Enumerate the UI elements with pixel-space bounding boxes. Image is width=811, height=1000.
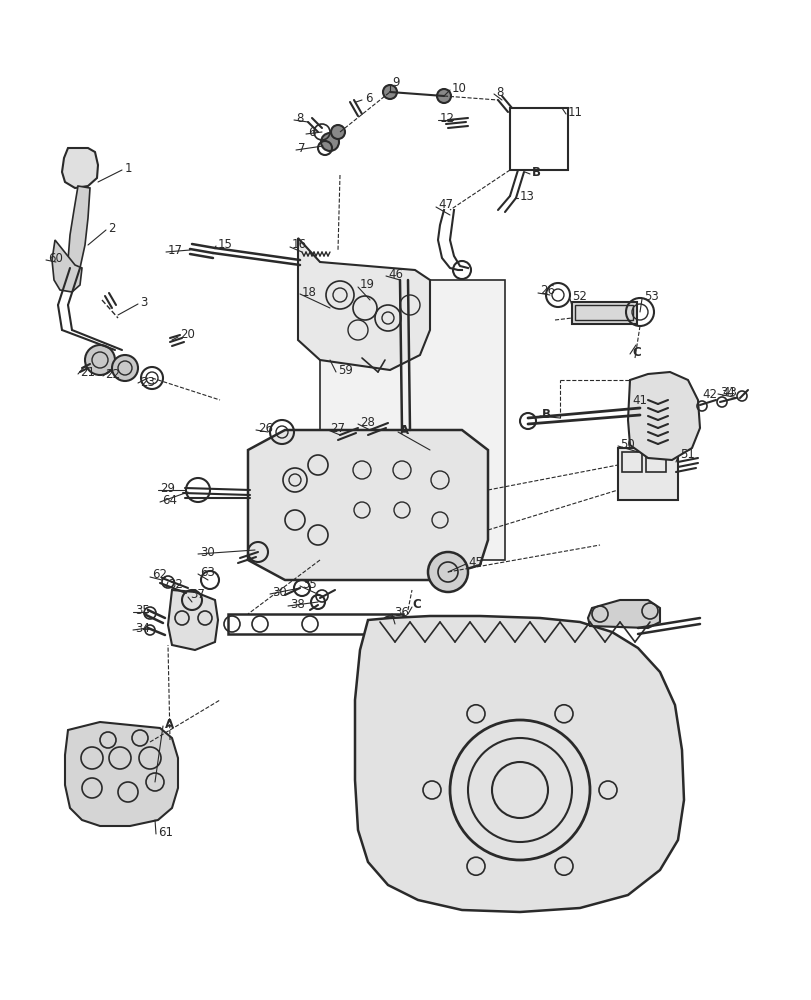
Text: 42: 42 xyxy=(702,387,716,400)
Text: 63: 63 xyxy=(200,566,215,578)
Text: A: A xyxy=(400,424,409,436)
Text: 36: 36 xyxy=(393,605,409,618)
Text: 2: 2 xyxy=(108,222,115,234)
Text: 3: 3 xyxy=(139,296,147,308)
Text: 50: 50 xyxy=(620,438,634,450)
Text: 35: 35 xyxy=(135,603,149,616)
Text: 51: 51 xyxy=(679,448,694,462)
Text: 41: 41 xyxy=(631,393,646,406)
Text: 45: 45 xyxy=(467,556,483,568)
Bar xyxy=(621,452,642,472)
Text: 61: 61 xyxy=(158,826,173,838)
Text: 60: 60 xyxy=(48,251,62,264)
Bar xyxy=(320,280,504,560)
Circle shape xyxy=(427,552,467,592)
Text: 13: 13 xyxy=(519,190,534,202)
Polygon shape xyxy=(627,372,699,460)
Polygon shape xyxy=(52,240,82,292)
Text: 37: 37 xyxy=(190,588,204,601)
Text: 23: 23 xyxy=(139,375,155,388)
Text: 32: 32 xyxy=(168,578,182,591)
Circle shape xyxy=(436,89,450,103)
Text: 34: 34 xyxy=(135,621,150,635)
Text: 22: 22 xyxy=(105,368,120,381)
Text: 35: 35 xyxy=(302,578,316,590)
Text: 46: 46 xyxy=(388,267,402,280)
Text: C: C xyxy=(631,346,640,359)
Bar xyxy=(228,614,402,634)
Text: 43: 43 xyxy=(721,385,736,398)
Bar xyxy=(509,108,568,170)
Polygon shape xyxy=(68,186,90,268)
Circle shape xyxy=(112,355,138,381)
Circle shape xyxy=(85,345,115,375)
Text: 62: 62 xyxy=(152,568,167,582)
Text: 11: 11 xyxy=(568,105,582,118)
Text: 17: 17 xyxy=(168,243,182,256)
Text: 18: 18 xyxy=(302,286,316,298)
Text: 47: 47 xyxy=(437,198,453,212)
Text: 59: 59 xyxy=(337,363,353,376)
Text: 34: 34 xyxy=(719,385,734,398)
Text: A: A xyxy=(165,718,174,730)
Polygon shape xyxy=(168,590,217,650)
Text: 29: 29 xyxy=(160,482,175,494)
Text: 26: 26 xyxy=(258,422,272,434)
Polygon shape xyxy=(298,238,430,370)
Text: 7: 7 xyxy=(298,141,305,154)
Text: B: B xyxy=(531,165,540,178)
Text: 21: 21 xyxy=(80,365,95,378)
Text: 8: 8 xyxy=(296,111,303,124)
Text: 52: 52 xyxy=(571,290,586,304)
Text: 15: 15 xyxy=(217,237,233,250)
Text: B: B xyxy=(541,408,551,420)
Text: 6: 6 xyxy=(365,92,372,104)
Text: 53: 53 xyxy=(643,290,658,304)
Polygon shape xyxy=(587,600,659,628)
Text: 12: 12 xyxy=(440,111,454,124)
Circle shape xyxy=(383,85,397,99)
Text: 10: 10 xyxy=(452,82,466,95)
Text: 6: 6 xyxy=(307,125,315,138)
Polygon shape xyxy=(65,722,178,826)
Text: 8: 8 xyxy=(496,86,503,99)
Text: 26: 26 xyxy=(539,284,554,298)
Text: 30: 30 xyxy=(200,546,214,558)
Polygon shape xyxy=(62,148,98,188)
Bar xyxy=(617,448,677,500)
Text: 30: 30 xyxy=(272,585,286,598)
Text: C: C xyxy=(411,598,420,611)
Bar xyxy=(571,302,636,324)
Text: 19: 19 xyxy=(359,278,375,292)
Text: 20: 20 xyxy=(180,328,195,342)
Bar xyxy=(646,452,665,472)
Circle shape xyxy=(331,125,345,139)
Text: 38: 38 xyxy=(290,597,304,610)
Circle shape xyxy=(320,133,338,151)
Text: 16: 16 xyxy=(292,238,307,251)
Text: 1: 1 xyxy=(125,161,132,174)
Text: 28: 28 xyxy=(359,416,375,428)
Bar xyxy=(574,305,633,320)
Polygon shape xyxy=(247,430,487,580)
Text: 64: 64 xyxy=(162,493,177,506)
Text: 9: 9 xyxy=(392,76,399,89)
Text: 27: 27 xyxy=(329,422,345,434)
Polygon shape xyxy=(354,616,683,912)
